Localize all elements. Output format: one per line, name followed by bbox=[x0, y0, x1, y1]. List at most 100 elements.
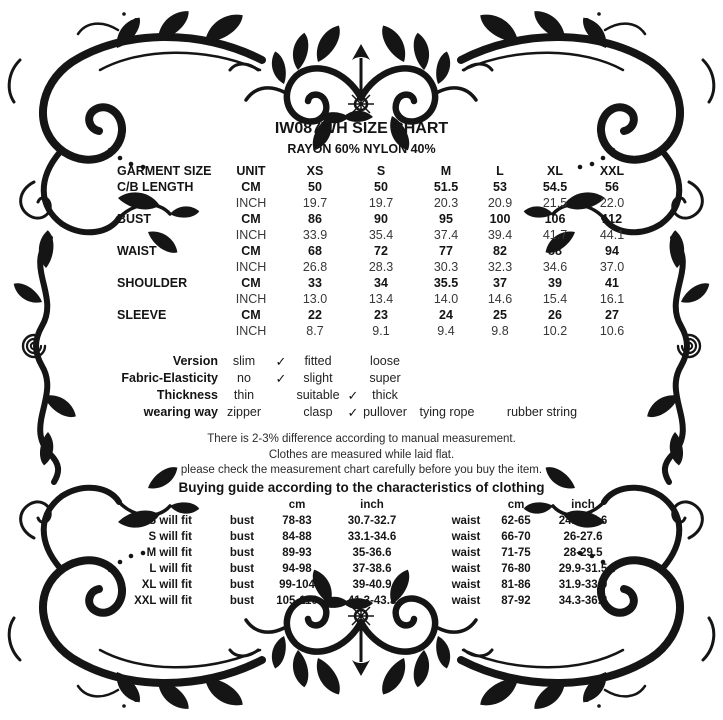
fit-size-label: S will fit bbox=[148, 531, 192, 543]
characteristics: Version slim ✓ fitted loose Fabric-Elasticity… bbox=[68, 353, 598, 421]
range-cm-value: 62-65 bbox=[501, 515, 531, 527]
spacer bbox=[416, 497, 440, 513]
buying-guide-header: cm inch cm inch bbox=[97, 497, 626, 513]
range-inch-value: 30.7-32.7 bbox=[347, 515, 397, 527]
option-label bbox=[270, 404, 292, 421]
option-label: slim bbox=[232, 354, 256, 368]
buying-guide-row: XXL will fit bust 105-110 41.3-43.3 waist 87-… bbox=[97, 593, 626, 609]
measurement-value: 14.0 bbox=[433, 292, 459, 306]
garment-measure-label: SLEEVE bbox=[117, 308, 167, 322]
measurement-value: 33 bbox=[308, 276, 322, 290]
measurement-notes: There is 2-3% difference according to ma… bbox=[0, 432, 723, 497]
option-label bbox=[344, 353, 362, 370]
unit-label: CM bbox=[241, 308, 261, 322]
measurement-value: 112 bbox=[601, 212, 623, 226]
measurement-value: 72 bbox=[374, 244, 388, 258]
garment-measure-label: SHOULDER bbox=[117, 276, 188, 290]
range-cm-value: 99-104 bbox=[279, 579, 315, 591]
measurement-value: 10.2 bbox=[542, 324, 568, 338]
option-label bbox=[408, 387, 486, 404]
option-label: zipper bbox=[226, 405, 262, 419]
column-header-cm: cm bbox=[507, 499, 525, 511]
measurement-value: 37.0 bbox=[599, 260, 625, 274]
unit-label: CM bbox=[241, 276, 261, 290]
range-inch-value: 31.9-33.9 bbox=[558, 579, 608, 591]
garment-measure-label: BUST bbox=[117, 212, 152, 226]
range-cm-value: 89-93 bbox=[282, 547, 312, 559]
unit-label: INCH bbox=[235, 228, 267, 242]
characteristic-row: Fabric-Elasticity no ✓ slight super bbox=[68, 370, 598, 387]
range-inch-value: 39-40.9 bbox=[352, 579, 392, 591]
spacer bbox=[192, 593, 218, 609]
measurement-value: 88 bbox=[548, 244, 562, 258]
range-inch-value: 34.3-36.2 bbox=[558, 595, 608, 607]
buying-guide-row: S will fit bust 84-88 33.1-34.6 waist 66-70 26… bbox=[97, 529, 626, 545]
measurement-value: 16.1 bbox=[599, 292, 625, 306]
measure-name: bust bbox=[229, 531, 255, 543]
measurement-value: 41 bbox=[605, 276, 619, 290]
garment-measure-label: C/B LENGTH bbox=[117, 180, 194, 194]
option-label bbox=[486, 370, 598, 387]
option-label bbox=[408, 353, 486, 370]
measurement-value: 13.4 bbox=[368, 292, 394, 306]
measurement-value: 35.5 bbox=[433, 276, 459, 290]
buying-guide-table: cm inch cm inch XS will fit bust 78-83 30.7… bbox=[97, 497, 626, 609]
garment-measure-label bbox=[117, 259, 219, 275]
measurement-value: 56 bbox=[605, 180, 619, 194]
measurement-value: 26 bbox=[548, 308, 562, 322]
measurement-value: 100 bbox=[489, 212, 511, 226]
size-column-header: XL bbox=[547, 164, 563, 178]
measurement-value: 26.8 bbox=[302, 260, 328, 274]
range-inch-value: 26-27.6 bbox=[563, 531, 603, 543]
measurement-value: 35.4 bbox=[368, 228, 394, 242]
measurement-value: 37.4 bbox=[433, 228, 459, 242]
measurement-value: 95 bbox=[439, 212, 453, 226]
measurement-value: 20.3 bbox=[433, 196, 459, 210]
measurement-value: 15.4 bbox=[542, 292, 568, 306]
size-column-header: L bbox=[496, 164, 504, 178]
measurement-value: 22 bbox=[308, 308, 322, 322]
measurement-value: 33.9 bbox=[302, 228, 328, 242]
unit-label: INCH bbox=[235, 292, 267, 306]
measurement-value: 21.5 bbox=[542, 196, 568, 210]
measurement-value: 30.3 bbox=[433, 260, 459, 274]
option-label: super bbox=[369, 371, 401, 385]
measurement-value: 86 bbox=[308, 212, 322, 226]
range-inch-value: 41.3-43.3 bbox=[347, 595, 397, 607]
measurement-value: 25 bbox=[493, 308, 507, 322]
range-inch-value: 28-29.5 bbox=[563, 547, 603, 559]
range-cm-value: 71-75 bbox=[501, 547, 531, 559]
range-inch-value: 35-36.6 bbox=[352, 547, 392, 559]
checkmark-icon: ✓ bbox=[347, 405, 359, 420]
range-inch-value: 37-38.6 bbox=[352, 563, 392, 575]
buying-guide-row: XL will fit bust 99-104 39-40.9 waist 81-86 31… bbox=[97, 577, 626, 593]
size-table-row: WAIST CM 68 72 77 82 88 94 bbox=[117, 243, 637, 259]
range-cm-value: 76-80 bbox=[501, 563, 531, 575]
measurement-value: 106 bbox=[544, 212, 566, 226]
measure-name: waist bbox=[451, 595, 481, 607]
measurement-value: 9.8 bbox=[491, 324, 509, 338]
page-title: IW087WH SIZE CHART bbox=[274, 120, 449, 137]
size-column-header: S bbox=[376, 164, 386, 178]
note-line: Clothes are measured while laid flat. bbox=[268, 448, 455, 461]
measurement-value: 20.9 bbox=[487, 196, 513, 210]
spacer bbox=[192, 577, 218, 593]
buying-guide-row: L will fit bust 94-98 37-38.6 waist 76-80 29.9… bbox=[97, 561, 626, 577]
measurement-value: 24 bbox=[439, 308, 453, 322]
measure-name: bust bbox=[229, 547, 255, 559]
garment-measure-label: WAIST bbox=[117, 244, 157, 258]
range-cm-value: 78-83 bbox=[282, 515, 312, 527]
measurement-value: 39 bbox=[548, 276, 562, 290]
measurement-value: 9.4 bbox=[437, 324, 455, 338]
size-table-row: INCH 13.0 13.4 14.0 14.6 15.4 16.1 bbox=[117, 291, 637, 307]
measurement-value: 28.3 bbox=[368, 260, 394, 274]
measurement-value: 94 bbox=[605, 244, 619, 258]
option-label: slight bbox=[303, 371, 333, 385]
spacer bbox=[416, 561, 440, 577]
spacer bbox=[440, 497, 492, 513]
column-header-inch: inch bbox=[571, 499, 595, 511]
unit-label: CM bbox=[241, 212, 261, 226]
garment-measure-label bbox=[117, 291, 219, 307]
characteristic-label: wearing way bbox=[143, 405, 218, 419]
